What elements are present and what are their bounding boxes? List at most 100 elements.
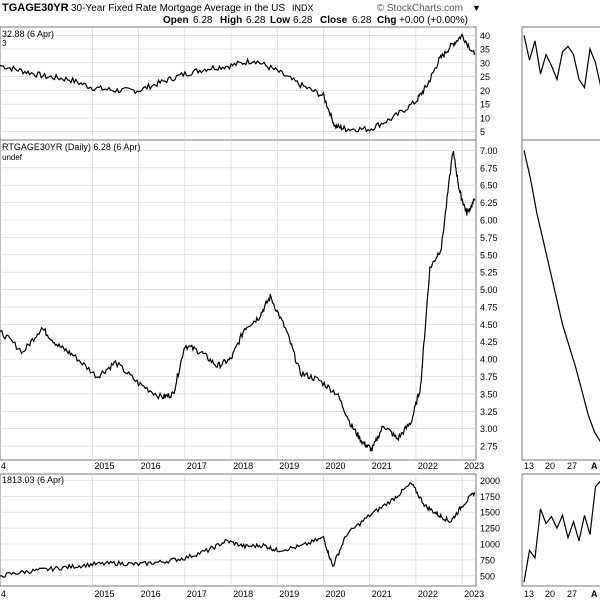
bottom-panel-x-axis: 4 2015 2016 2017 2018 2019 2020 2021 2022 2023 [1, 589, 484, 599]
y-tick-label: 4.75 [480, 302, 498, 312]
y-tick-label: 3.25 [480, 407, 498, 417]
high-value: 6.28 [246, 15, 266, 26]
y-tick-label: 2.75 [480, 442, 498, 452]
x-tick-label: 2015 [94, 589, 114, 599]
bottom-panel-frame [0, 473, 477, 587]
bottom-comparison-panel: 500 750 1000 1250 1500 1750 2000 1813.03 (6 Ap… [0, 473, 500, 587]
low-label: Low [270, 15, 290, 26]
x-tick-label: 2023 [464, 461, 484, 471]
y-tick-label: 5.50 [480, 250, 498, 260]
y-tick-label: 10 [480, 113, 490, 123]
right-zoom-panels: 13 20 27 A 13 20 27 A [521, 26, 600, 599]
x-tick-label: 2020 [325, 589, 345, 599]
y-tick-label: 5 [480, 127, 485, 137]
right-bottom-zoom-line [523, 480, 600, 583]
x-tick-label: 2018 [233, 589, 253, 599]
top-panel-frame [0, 26, 477, 141]
y-tick-label: 6.25 [480, 198, 498, 208]
y-tick-label: 35 [480, 45, 490, 55]
y-tick-label: 20 [480, 86, 490, 96]
x-tick-label: 2021 [372, 589, 392, 599]
y-tick-label: 15 [480, 100, 490, 110]
y-tick-label: 6.75 [480, 163, 498, 173]
x-tick-label: 2016 [141, 589, 161, 599]
right-top-zoom-line [523, 35, 600, 90]
y-tick-label: 40 [480, 31, 490, 41]
open-value: 6.28 [193, 15, 213, 26]
y-tick-label: 1250 [480, 524, 500, 534]
y-tick-label: 6.00 [480, 216, 498, 226]
right-top-frame [521, 26, 600, 141]
x-tick-label: 13 [524, 461, 534, 471]
close-label: Close [320, 15, 348, 26]
y-tick-label: 1500 [480, 508, 500, 518]
symbol-description: 30-Year Fixed Rate Mortgage Average in t… [71, 3, 285, 14]
close-value: 6.28 [352, 15, 372, 26]
x-tick-label: 2022 [418, 589, 438, 599]
y-tick-label: 6.50 [480, 181, 498, 191]
top-panel-grid [0, 27, 476, 140]
x-tick-label: 2022 [418, 461, 438, 471]
y-tick-label: 4.50 [480, 320, 498, 330]
y-tick-label: 3.75 [480, 372, 498, 382]
right-main-frame [521, 139, 600, 461]
open-label: Open [163, 15, 189, 26]
x-tick-label: 2023 [464, 589, 484, 599]
main-panel-x-axis: 4 2015 2016 2017 2018 2019 2020 2021 2022 2023 [1, 461, 484, 471]
x-tick-label: 4 [1, 589, 6, 599]
y-tick-label: 4.25 [480, 337, 498, 347]
x-tick-label: 27 [567, 589, 577, 599]
y-tick-label: 5.00 [480, 285, 498, 295]
x-tick-label: 2019 [279, 589, 299, 599]
x-tick-label: 2017 [187, 461, 207, 471]
y-tick-label: 25 [480, 72, 490, 82]
main-panel-legend: RTGAGE30YR (Daily) 6.28 (6 Apr) [2, 142, 140, 152]
y-tick-label: 5.25 [480, 268, 498, 278]
right-main-zoom-line [523, 150, 600, 443]
y-tick-label: 5.75 [480, 233, 498, 243]
brand-label: © StockCharts.com [377, 3, 463, 14]
main-panel-y-axis: 2.75 3.00 3.25 3.50 3.75 4.00 4.25 4.50 4.75 5.00… [480, 146, 498, 452]
chg-label: Chg [377, 15, 396, 26]
y-tick-label: 4.00 [480, 355, 498, 365]
x-tick-label: 2015 [94, 461, 114, 471]
x-tick-label: A [591, 589, 598, 599]
top-panel-y-axis: 5 10 15 20 25 30 35 40 [480, 31, 490, 137]
top-indicator-line [0, 32, 476, 133]
right-bottom-x-axis: 13 20 27 A [524, 589, 598, 599]
exchange-label: INDX [292, 3, 314, 13]
top-indicator-panel: 5 10 15 20 25 30 35 40 32.88 (6 Apr) 3 [0, 26, 490, 141]
y-tick-label: 750 [480, 555, 495, 565]
top-panel-legend: 32.88 (6 Apr) [2, 29, 54, 39]
high-label: High [220, 15, 242, 26]
y-tick-label: 2000 [480, 476, 500, 486]
right-main-x-axis: 13 20 27 A [524, 461, 598, 471]
chg-value: +0.00 (+0.00%) [399, 15, 468, 26]
bottom-panel-legend: 1813.03 (6 Apr) [2, 475, 64, 485]
mortgage-rate-line [0, 150, 476, 452]
y-tick-label: 3.50 [480, 389, 498, 399]
symbol-label: TGAGE30YR [2, 2, 69, 14]
chart-header: TGAGE30YR 30-Year Fixed Rate Mortgage Av… [2, 2, 481, 26]
x-tick-label: 2019 [279, 461, 299, 471]
y-tick-label: 1000 [480, 540, 500, 550]
x-tick-label: 2016 [141, 461, 161, 471]
main-panel-grid [0, 140, 476, 460]
y-tick-label: 30 [480, 58, 490, 68]
dropdown-arrow-icon[interactable]: ▼ [472, 3, 481, 13]
y-tick-label: 1750 [480, 492, 500, 502]
x-tick-label: 4 [1, 461, 6, 471]
low-value: 6.28 [293, 15, 313, 26]
x-tick-label: 20 [545, 461, 555, 471]
x-tick-label: 27 [567, 461, 577, 471]
y-tick-label: 500 [480, 571, 495, 581]
right-bottom-frame [521, 473, 600, 587]
x-tick-label: 2018 [233, 461, 253, 471]
bottom-panel-y-axis: 500 750 1000 1250 1500 1750 2000 [480, 476, 500, 581]
x-tick-label: 2021 [372, 461, 392, 471]
x-tick-label: A [591, 461, 598, 471]
main-panel-sublegend: undef [2, 153, 23, 162]
x-tick-label: 2020 [325, 461, 345, 471]
